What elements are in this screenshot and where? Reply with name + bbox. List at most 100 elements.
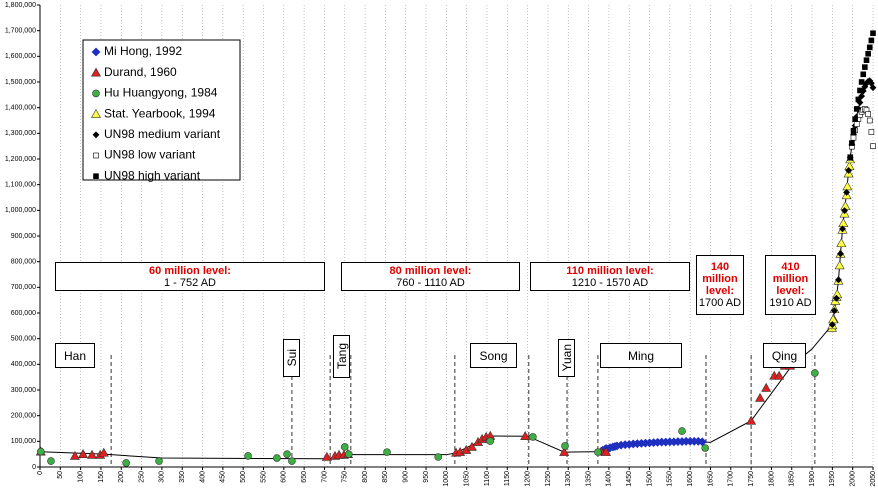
point [340,443,349,451]
x-tick-label: 1800 [768,471,775,487]
dynasty-box: Song [470,343,517,368]
x-tick-label: 200 [118,471,125,483]
dynasty-box: Qing [763,343,806,368]
level-box: 410 million level: 1910 AD [765,255,816,315]
x-tick-label: 1650 [707,471,714,487]
point [92,89,100,98]
x-tick-label: 800 [362,471,369,483]
point [858,79,865,85]
point [850,134,857,141]
dynasty-label: Han [63,348,86,363]
point [869,84,877,92]
point [866,117,873,124]
x-tick-label: 1700 [728,471,735,487]
level-title: 60 million level: [149,264,231,277]
point [834,260,845,270]
point [838,218,849,228]
point [836,238,847,248]
x-tick-label: 1150 [504,471,511,486]
legend-label: UN98 high variant [104,168,201,182]
point [868,129,875,135]
level-title: 140 million level: [702,261,738,297]
point [863,57,870,63]
point [90,108,102,118]
point [774,370,785,380]
x-tick-label: 50 [57,471,64,479]
point [841,207,848,215]
point [78,449,89,458]
x-tick-label: 900 [403,471,410,483]
x-tick-label: 0 [37,471,44,475]
x-tick-label: 1350 [585,471,592,487]
x-tick-label: 400 [199,471,206,483]
point [321,451,332,461]
x-tick-label: 300 [159,471,166,483]
level-range: 1 - 752 AD [164,276,216,289]
point [755,392,766,402]
point [701,444,709,452]
level-range: 1700 AD [698,297,742,309]
level-box: 110 million level: 1210 - 1570 AD [530,262,690,291]
point [870,30,876,37]
y-tick-label: 1,400,000 [5,105,36,112]
x-tick-label: 2050 [870,471,877,487]
point [93,152,99,159]
x-tick-label: 1600 [687,471,694,487]
point [93,173,99,179]
point [811,369,819,377]
dynasty-label: Song [479,348,508,363]
x-tick-label: 700 [321,471,328,483]
point [761,382,772,392]
x-tick-label: 1950 [829,471,836,487]
y-tick-label: 800,000 [11,259,36,266]
dynasty-label: Ming [627,348,654,363]
point [383,448,391,456]
level-title: 410 million level: [772,261,809,297]
legend-label: Hu Huangyong, 1984 [104,86,218,100]
point [47,457,55,465]
point [283,450,291,458]
x-tick-label: 2000 [850,471,857,487]
point [842,181,853,191]
point [853,106,860,112]
point [122,459,130,467]
point [345,450,353,458]
point [561,442,569,450]
point [830,307,838,315]
dynasty-label: Tang [334,343,349,370]
dynasty-box: Han [55,343,95,368]
y-tick-label: 1,600,000 [5,53,36,60]
x-tick-label: 1450 [626,471,633,487]
point [839,225,846,233]
y-tick-label: 1,300,000 [5,130,36,137]
point [559,447,570,456]
x-tick-label: 1200 [524,471,531,487]
point [865,50,871,57]
point [858,92,866,100]
point [843,188,851,196]
y-tick-label: 300,000 [11,387,36,394]
y-tick-label: 700,000 [11,284,36,291]
point [868,37,875,44]
y-tick-label: 500,000 [11,336,36,343]
point [486,437,495,445]
x-tick-label: 1550 [667,471,674,487]
y-tick-label: 600,000 [11,310,36,317]
x-tick-label: 1900 [809,471,816,487]
level-title: 80 million level: [389,264,472,277]
legend-label: UN98 medium variant [104,127,221,141]
x-tick-label: 500 [240,471,247,483]
x-tick-label: 600 [281,471,288,483]
point [853,121,860,127]
level-range: 1910 AD [769,297,812,309]
level-box: 80 million level: 760 - 1110 AD [341,262,520,291]
point [594,448,602,456]
x-tick-label: 450 [220,471,227,483]
dynasty-label: Qing [771,348,798,363]
point [835,276,842,284]
level-title: 110 million level: [566,264,654,277]
x-tick-label: 350 [179,471,186,483]
x-tick-label: 150 [98,471,105,483]
legend-label: Stat. Yearbook, 1994 [104,106,216,120]
dynasty-label: Yuan [559,344,574,372]
